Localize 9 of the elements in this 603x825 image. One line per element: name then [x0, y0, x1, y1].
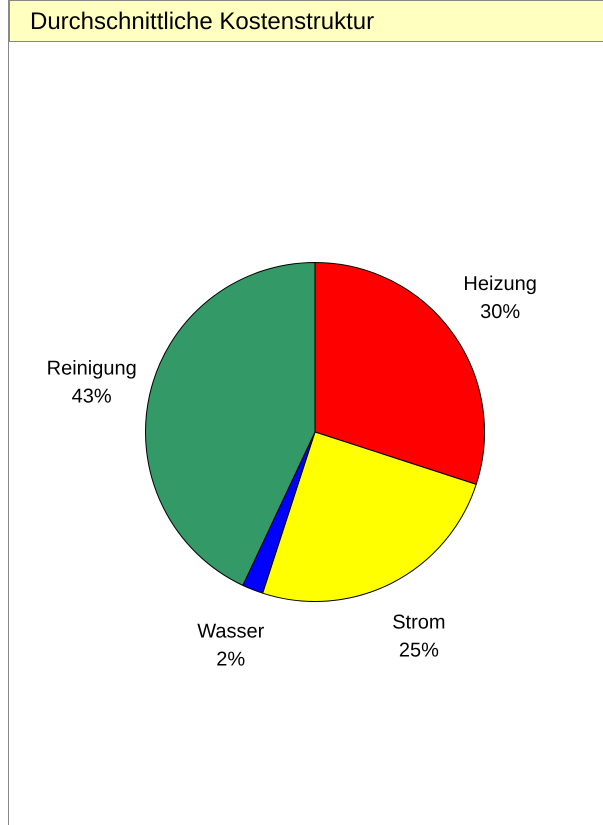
data-label: 30% [480, 301, 520, 324]
data-label: 2% [216, 648, 246, 670]
chart-title: Durchschnittliche Kostenstruktur [9, 0, 603, 42]
slice-label: Strom [392, 611, 446, 634]
slice-label: Wasser [197, 620, 265, 642]
data-label: 25% [398, 639, 440, 662]
data-label: 43% [72, 386, 112, 408]
slice-label: Reinigung [46, 358, 137, 380]
slice-label: Heizung [463, 273, 537, 296]
